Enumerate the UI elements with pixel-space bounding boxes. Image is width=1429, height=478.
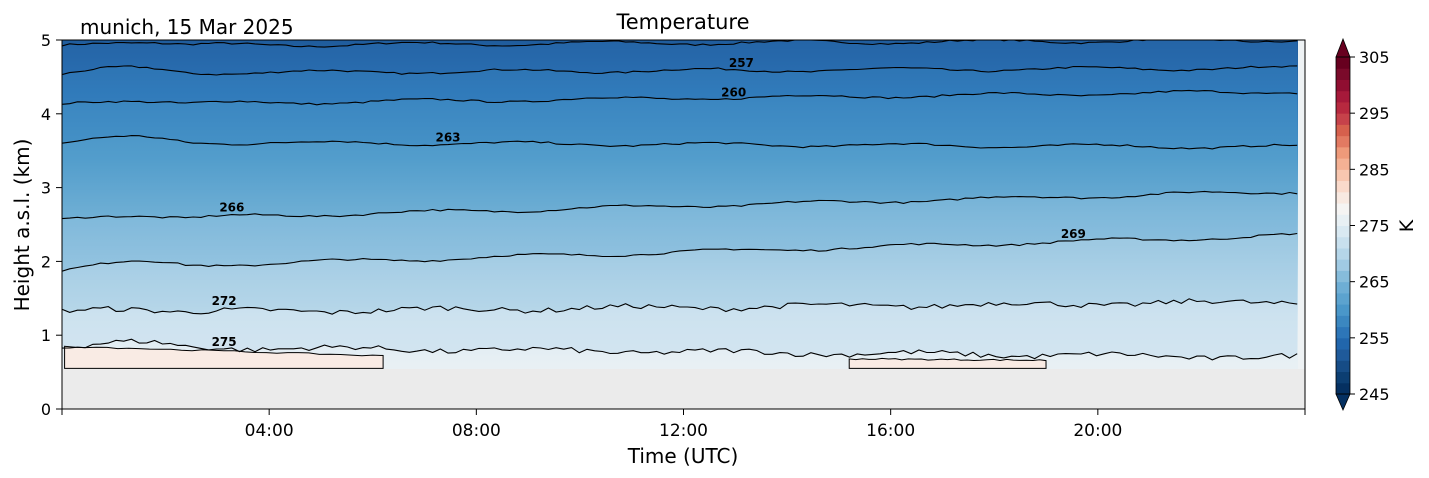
- colorbar-swatch: [1336, 282, 1350, 294]
- colorbar-swatch: [1336, 147, 1350, 159]
- contour-label: 269: [1061, 227, 1086, 241]
- x-tick-label: 20:00: [1073, 421, 1122, 441]
- x-tick-label: 16:00: [866, 421, 915, 441]
- colorbar-swatch: [1336, 293, 1350, 305]
- colorbar-swatch: [1336, 304, 1350, 316]
- y-axis-label: Height a.s.l. (km): [10, 139, 34, 312]
- x-tick-label: 12:00: [659, 421, 708, 441]
- colorbar: 245 255 265 275 285 295 305: [1336, 39, 1390, 410]
- contour-label: 266: [219, 201, 244, 215]
- colorbar-swatch: [1336, 169, 1350, 181]
- x-axis: 04:00 08:00 12:00 16:00 20:00: [62, 409, 1305, 441]
- colorbar-swatch: [1336, 192, 1350, 204]
- colorbar-swatch: [1336, 259, 1350, 271]
- ground-mask: [62, 369, 1305, 409]
- colorbar-tick-label: 295: [1359, 104, 1390, 123]
- y-tick-label: 1: [41, 326, 51, 345]
- plot-area: 257 260 263 266 269 272 275: [62, 38, 1305, 409]
- colorbar-swatch: [1336, 113, 1350, 125]
- colorbar-swatch: [1336, 203, 1350, 215]
- colorbar-swatch: [1336, 383, 1350, 395]
- colorbar-swatch: [1336, 248, 1350, 260]
- colorbar-swatch: [1336, 181, 1350, 193]
- colorbar-swatch: [1336, 237, 1350, 249]
- y-tick-label: 4: [41, 105, 51, 124]
- colorbar-swatch: [1336, 158, 1350, 170]
- colorbar-swatch: [1336, 338, 1350, 350]
- temperature-bands: [62, 38, 1305, 360]
- colorbar-label: K: [1396, 219, 1418, 232]
- colorbar-tick-label: 255: [1359, 329, 1390, 348]
- colorbar-tick-label: 305: [1359, 48, 1390, 67]
- chart-title: Temperature: [615, 10, 749, 34]
- warm-patch: [849, 358, 1046, 368]
- colorbar-swatch: [1336, 315, 1350, 327]
- colorbar-swatch: [1336, 102, 1350, 114]
- colorbar-swatch: [1336, 68, 1350, 80]
- y-tick-label: 2: [41, 252, 51, 271]
- contour-label: 257: [729, 56, 754, 70]
- colorbar-swatch: [1336, 214, 1350, 226]
- x-axis-label: Time (UTC): [627, 444, 739, 468]
- colorbar-extend-min: [1336, 394, 1350, 410]
- chart-subtitle: munich, 15 Mar 2025: [80, 15, 294, 39]
- y-axis: 0 1 2 3 4 5: [41, 31, 62, 419]
- colorbar-swatch: [1336, 360, 1350, 372]
- contour-label: 263: [435, 131, 460, 145]
- colorbar-swatch: [1336, 327, 1350, 339]
- colorbar-extend-max: [1336, 39, 1350, 57]
- y-tick-label: 5: [41, 31, 51, 50]
- colorbar-tick-label: 285: [1359, 160, 1390, 179]
- colorbar-swatch: [1336, 91, 1350, 103]
- colorbar-swatch: [1336, 79, 1350, 91]
- x-tick-label: 08:00: [452, 421, 501, 441]
- x-tick-label: 04:00: [245, 421, 294, 441]
- colorbar-tick-label: 275: [1359, 217, 1390, 236]
- contour-label: 272: [212, 294, 237, 308]
- contour-label: 260: [721, 86, 746, 100]
- colorbar-swatch: [1336, 57, 1350, 69]
- colorbar-swatch: [1336, 226, 1350, 238]
- temperature-chart: 257 260 263 266 269 272 275 04:00 08:00 12:00 16:…: [0, 0, 1429, 478]
- missing-data-strip: [1298, 40, 1305, 369]
- colorbar-swatch: [1336, 349, 1350, 361]
- colorbar-swatch: [1336, 270, 1350, 282]
- y-tick-label: 3: [41, 179, 51, 198]
- colorbar-swatch: [1336, 372, 1350, 384]
- contour-label: 275: [212, 335, 237, 349]
- y-tick-label: 0: [41, 400, 51, 419]
- colorbar-tick-label: 245: [1359, 385, 1390, 404]
- colorbar-tick-label: 265: [1359, 273, 1390, 292]
- colorbar-swatch: [1336, 136, 1350, 148]
- colorbar-swatch: [1336, 124, 1350, 136]
